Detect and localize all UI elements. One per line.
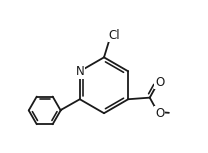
Text: N: N: [76, 65, 84, 78]
Text: O: O: [155, 76, 164, 88]
Text: Cl: Cl: [109, 28, 120, 41]
Text: O: O: [155, 107, 164, 120]
